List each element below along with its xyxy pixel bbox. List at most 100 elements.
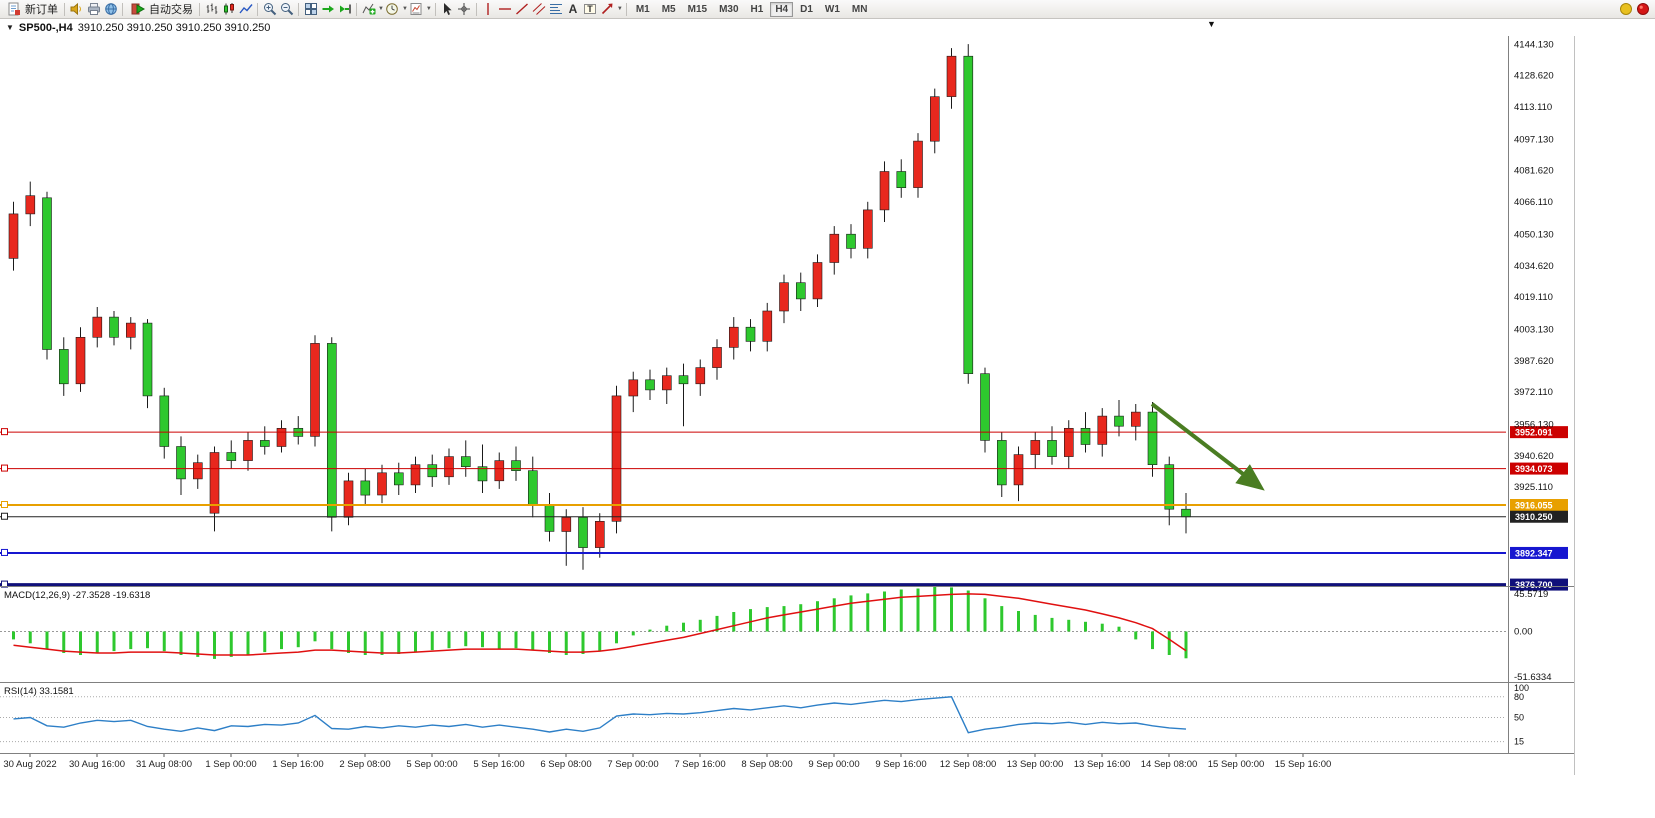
cursor-icon[interactable] (439, 1, 456, 17)
arrows-caret-icon[interactable]: ▼ (616, 6, 623, 12)
price-axis-label: 4050.130 (1514, 229, 1554, 240)
price-axis-label: 4097.130 (1514, 134, 1554, 145)
level-handle[interactable] (1, 464, 8, 472)
main-toolbar: 新订单 自动交易 ▼ (0, 0, 1655, 19)
candle-body (460, 456, 471, 468)
price-axis-label: 4066.110 (1514, 197, 1553, 208)
candle-body (879, 171, 890, 211)
trend-arrow[interactable] (1150, 402, 1265, 491)
candle-body (310, 343, 320, 437)
timeframe-m30[interactable]: M30 (719, 3, 739, 15)
autotrade-button[interactable]: 自动交易 (126, 1, 196, 17)
candlestick-series (8, 44, 1191, 570)
chart-shift-icon[interactable] (336, 1, 353, 17)
periods-caret-icon[interactable]: ▼ (401, 6, 408, 12)
candle-body (226, 452, 237, 461)
timeframe-m5[interactable]: M5 (661, 3, 676, 15)
macd-label: MACD(12,26,9) -27.3528 -19.6318 (4, 590, 150, 601)
vertical-line-tool-icon[interactable] (480, 1, 497, 17)
zoom-in-icon[interactable] (261, 1, 278, 17)
candle-body (25, 195, 36, 215)
print-preview-icon[interactable] (102, 1, 119, 17)
auto-scroll-icon[interactable] (319, 1, 336, 17)
crosshair-icon[interactable] (456, 1, 473, 17)
candle-body (896, 171, 907, 189)
candle-body (779, 282, 789, 312)
level-handle[interactable] (1, 512, 8, 520)
chart-candles-icon[interactable] (220, 1, 237, 17)
toolbar-separator (257, 2, 258, 16)
toolbar-separator (356, 2, 357, 16)
panel-borders (0, 36, 1575, 775)
level-handle[interactable] (1, 548, 8, 556)
indicators-icon[interactable] (360, 1, 377, 17)
price-tag-label: 3910.250 (1515, 512, 1553, 522)
tile-windows-icon[interactable] (302, 1, 319, 17)
macd-scale-label: 0.00 (1514, 627, 1533, 638)
rsi-scale-label: 50 (1514, 713, 1524, 723)
chart-ohlc-values: 3910.250 3910.250 3910.250 3910.250 (77, 21, 271, 34)
timeframe-h1[interactable]: H1 (750, 3, 764, 15)
timeframe-m15[interactable]: M15 (687, 3, 708, 15)
chart-header: ▼ SP500-,H4 3910.250 3910.250 3910.250 3… (0, 19, 1655, 36)
autotrade-label: 自动交易 (149, 4, 193, 16)
candle-body (812, 262, 823, 300)
chart-menu-arrow[interactable]: ▼ (1207, 19, 1216, 29)
templates-icon[interactable] (408, 1, 425, 17)
arrows-tool-icon[interactable] (599, 1, 616, 17)
rsi-line (13, 696, 1187, 734)
chart-background (0, 36, 1655, 775)
timeframe-mn[interactable]: MN (851, 3, 868, 15)
candle-body (1181, 508, 1191, 518)
price-axis-label: 4113.110 (1514, 102, 1552, 113)
candle-body (963, 55, 974, 375)
templates-caret-icon[interactable]: ▼ (425, 6, 432, 12)
price-axis-label: 4128.620 (1514, 71, 1554, 82)
fibonacci-tool-icon[interactable] (548, 1, 565, 17)
timeframe-w1[interactable]: W1 (824, 3, 840, 15)
chart-bars-icon[interactable] (203, 1, 220, 17)
new-order-button[interactable]: 新订单 (2, 1, 61, 17)
timeframe-m1[interactable]: M1 (635, 3, 650, 15)
toolbar-separator (199, 2, 200, 16)
candle-body (1030, 440, 1041, 455)
candle-body (477, 466, 488, 482)
timeframe-d1[interactable]: D1 (800, 3, 813, 15)
horizontal-line-tool-icon[interactable] (497, 1, 514, 17)
time-axis-label: 14 Sep 08:00 (1141, 759, 1198, 770)
notifications-icon[interactable] (1634, 1, 1651, 17)
print-icon[interactable] (85, 1, 102, 17)
macd-panel: MACD(12,26,9) -27.3528 -19.6318 45.5719 0.… (0, 587, 1552, 683)
price-tag (1510, 578, 1568, 591)
candle-body (913, 140, 923, 188)
candle-body (393, 472, 404, 486)
periods-icon[interactable] (384, 1, 401, 17)
candle-body (410, 464, 421, 486)
toolbar-separator (625, 2, 627, 16)
candle-body (1047, 440, 1057, 457)
level-handle[interactable] (1, 428, 8, 436)
price-tag-label: 3876.700 (1515, 580, 1553, 590)
candle-body (561, 516, 572, 532)
trendline-tool-icon[interactable] (514, 1, 531, 17)
timeframe-h4[interactable]: H4 (770, 1, 794, 17)
channel-tool-icon[interactable] (531, 1, 548, 17)
community-icon[interactable] (1617, 1, 1634, 17)
candle-body (846, 233, 856, 249)
candle-body (109, 316, 119, 338)
time-axis-label: 30 Aug 16:00 (69, 759, 125, 770)
time-axis-label: 2 Sep 08:00 (339, 759, 390, 770)
text-tool-icon[interactable]: A (565, 1, 582, 17)
zoom-out-icon[interactable] (278, 1, 295, 17)
new-order-label: 新订单 (25, 4, 58, 16)
level-handle[interactable] (1, 501, 8, 509)
candle-body (611, 395, 622, 522)
text-label-tool-icon[interactable]: T (582, 1, 599, 17)
level-handle[interactable] (1, 580, 8, 588)
candle-body (645, 379, 655, 391)
chart-collapse-icon[interactable]: ▼ (6, 23, 14, 32)
sound-icon[interactable] (68, 1, 85, 17)
chart-line-icon[interactable] (237, 1, 254, 17)
indicators-caret-icon[interactable]: ▼ (378, 6, 384, 12)
